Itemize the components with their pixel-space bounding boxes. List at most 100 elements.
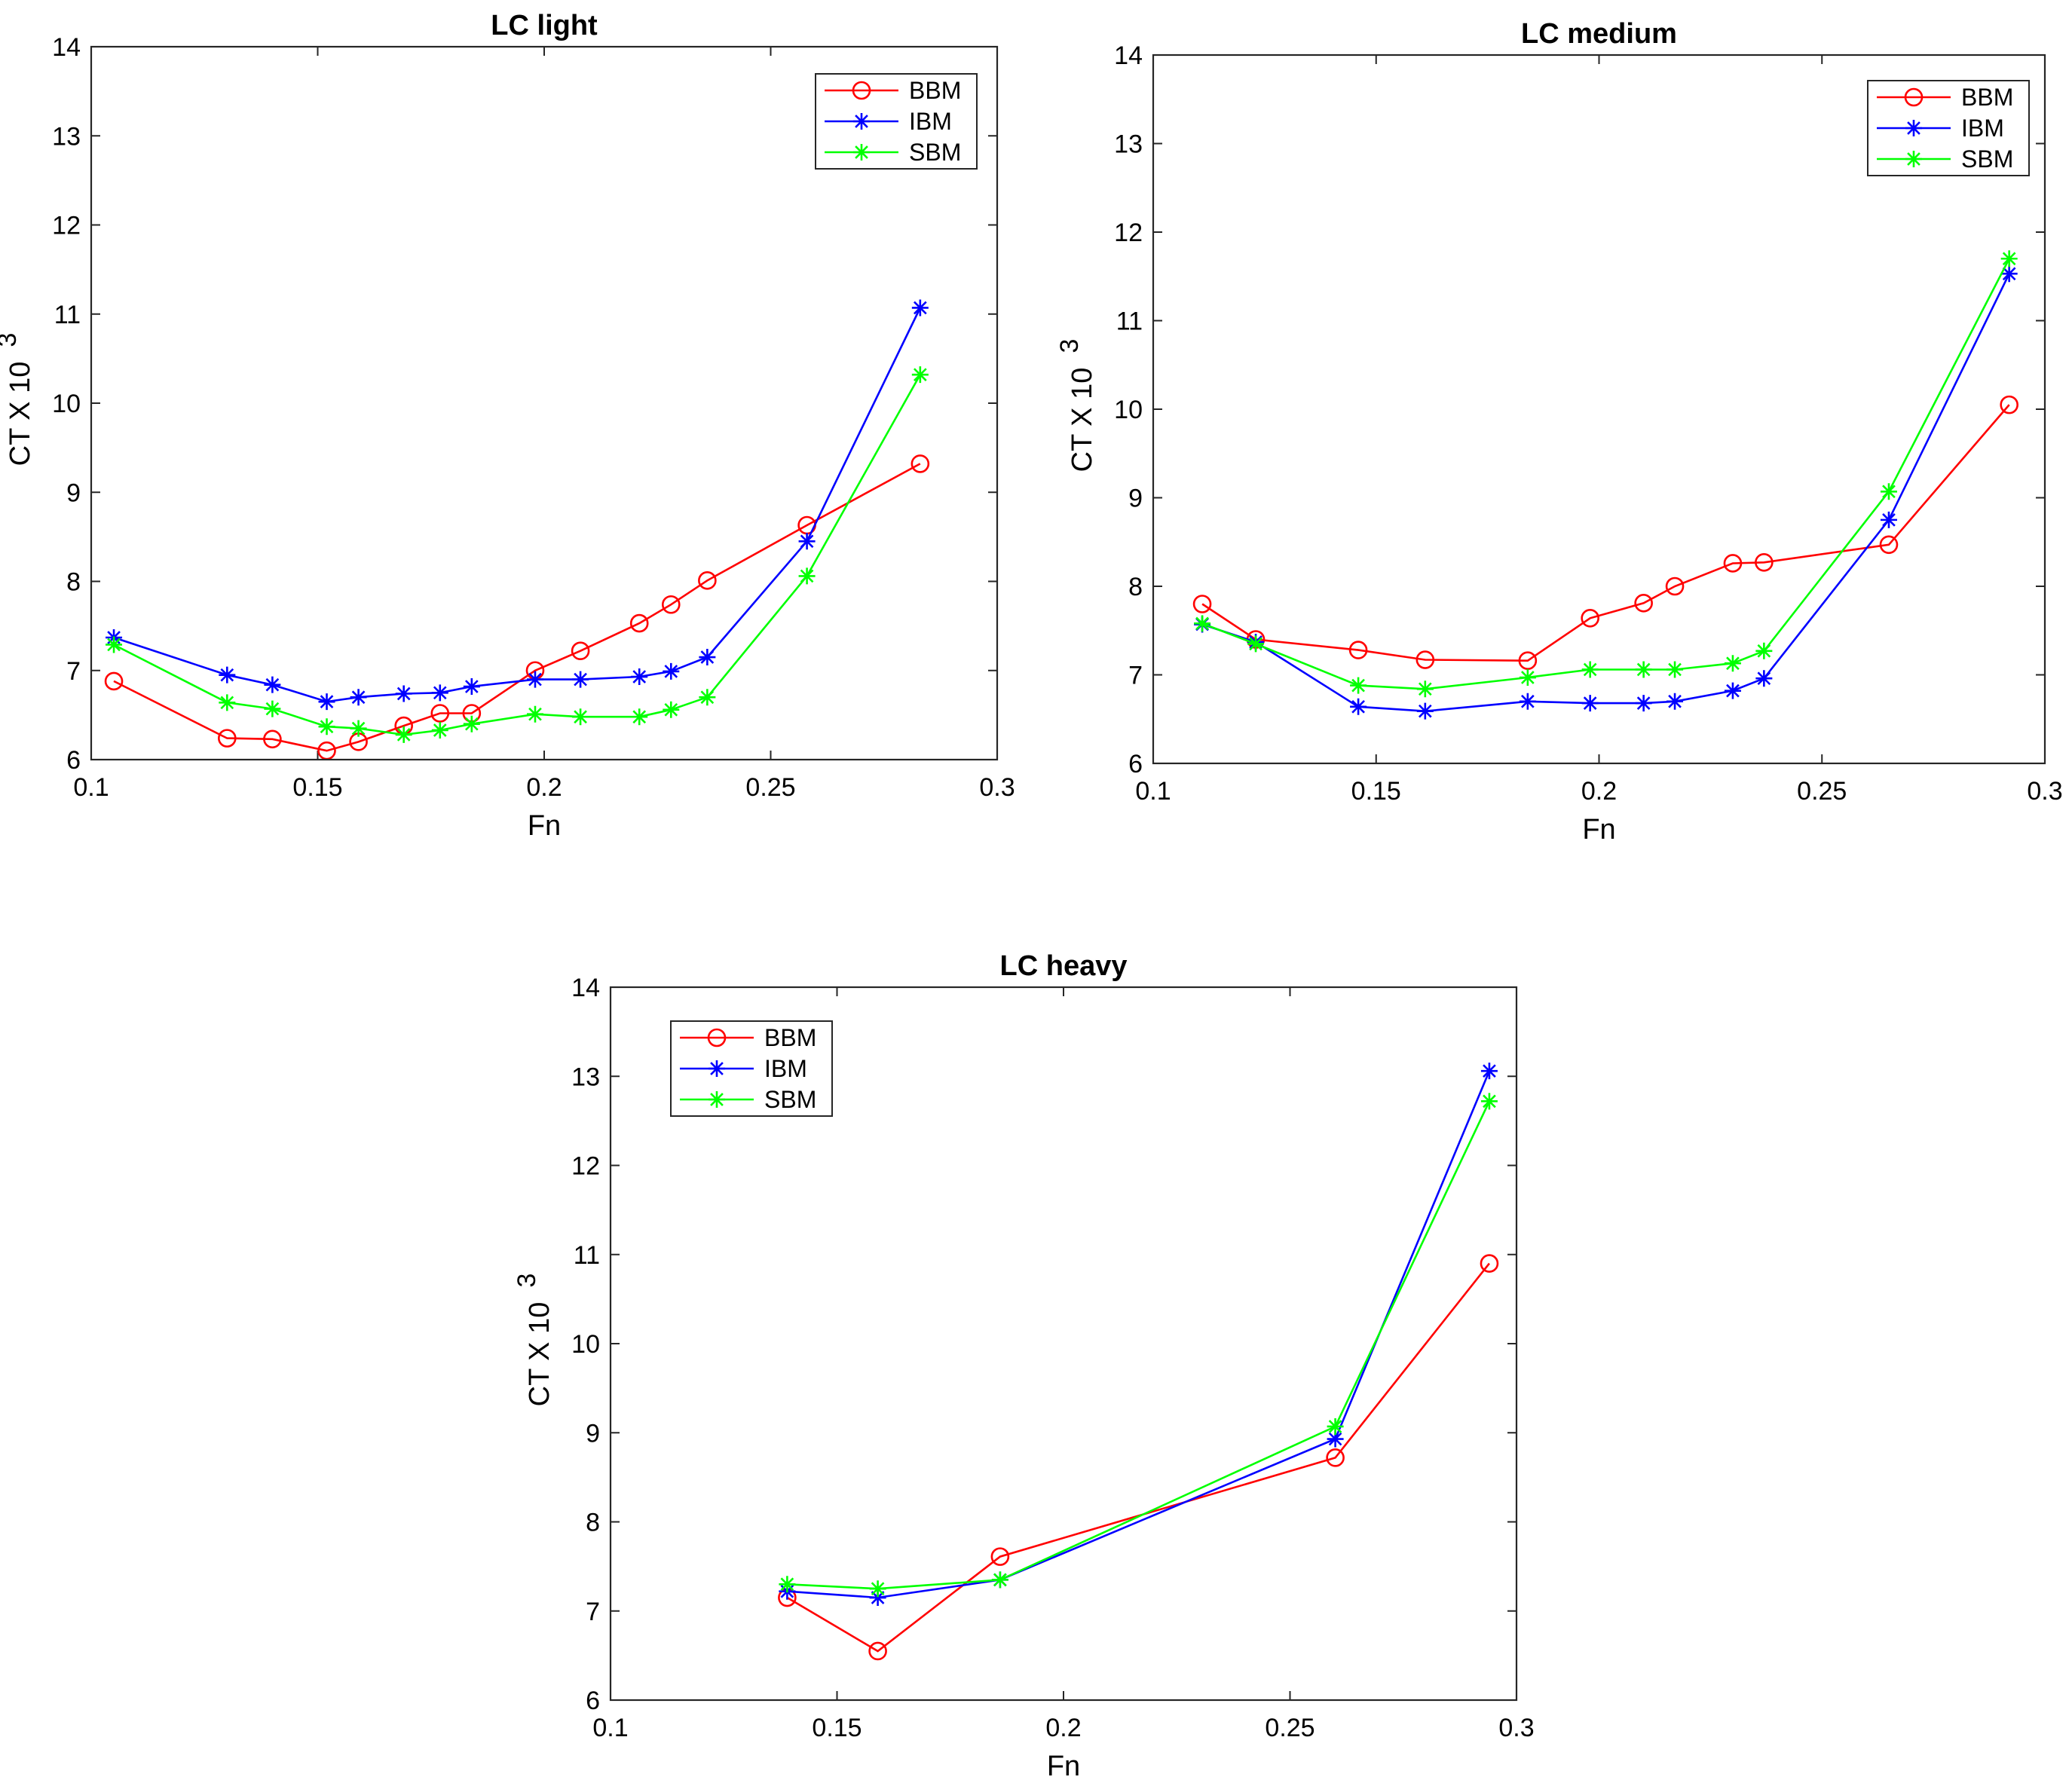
data-point-ibm: [1880, 511, 1897, 528]
legend: BBM IBM SBM: [815, 73, 978, 170]
series-line-ibm: [1201, 273, 2010, 713]
data-point-bbm: [1879, 535, 1899, 555]
data-point-bbm: [104, 671, 124, 691]
data-point-sbm: [264, 700, 281, 717]
legend-label: SBM: [909, 139, 961, 166]
data-point-bbm: [263, 729, 282, 749]
data-point-bbm: [2000, 395, 2018, 414]
legend-label: SBM: [1961, 145, 2013, 173]
y-axis-label: CT X 10 3: [513, 1274, 555, 1407]
y-tick-label: 10: [1114, 396, 1143, 424]
x-tick-label: 0.15: [292, 773, 342, 802]
data-point-sbm: [572, 708, 589, 726]
data-point-ibm: [2000, 265, 2018, 283]
legend: BBM IBM SBM: [670, 1020, 833, 1117]
data-point-sbm: [1880, 483, 1897, 500]
axis-ticks: 0.1 0.15 0.2 0.25 0.3 6 7 8 9 10 11 12 13 14: [52, 33, 1015, 802]
data-point-ibm: [631, 668, 648, 686]
data-point-sbm: [991, 1571, 1008, 1589]
chart-panel-lc-heavy: 0.1 0.15 0.2 0.25 0.3 6 7 8 9 10 11 12 13 14 LC heavy F…: [513, 950, 1535, 1782]
data-point-bbm: [1348, 641, 1368, 659]
data-point-sbm: [1755, 642, 1773, 659]
series-sbm: [779, 1093, 1498, 1598]
data-point-ibm: [663, 662, 680, 680]
data-point-ibm: [1755, 670, 1773, 687]
y-tick-label: 6: [1128, 750, 1143, 778]
data-point-bbm: [217, 729, 237, 748]
x-tick-label: 0.15: [812, 1714, 862, 1742]
y-tick-label: 12: [52, 212, 81, 240]
data-point-sbm: [1581, 661, 1599, 678]
data-point-ibm: [526, 671, 543, 688]
data-point-bbm: [1665, 576, 1685, 596]
axis-ticks: 0.1 0.15 0.2 0.25 0.3 6 7 8 9 10 11 12 13 14: [571, 974, 1534, 1742]
data-point-bbm: [698, 571, 717, 590]
y-tick-label: 9: [586, 1419, 600, 1448]
y-tick-label: 7: [586, 1598, 600, 1626]
data-point-sbm: [1724, 655, 1741, 672]
y-tick-label: 8: [586, 1509, 600, 1537]
data-point-ibm: [350, 689, 367, 706]
legend-marker: [852, 81, 871, 100]
x-tick-label: 0.3: [979, 773, 1015, 802]
chart-title: LC medium: [1521, 18, 1677, 50]
y-axis-label-text: CT X 10: [5, 362, 36, 466]
data-point-sbm: [663, 701, 680, 718]
legend-entry-bbm: BBM: [825, 77, 961, 104]
y-axis-label-exponent: 3: [513, 1274, 541, 1288]
data-point-bbm: [1326, 1448, 1345, 1467]
legend-label: IBM: [764, 1055, 807, 1082]
data-point-ibm: [911, 299, 929, 317]
y-tick-label: 9: [66, 479, 81, 507]
data-point-bbm: [1723, 554, 1743, 573]
x-axis-label: Fn: [528, 810, 561, 842]
series-line-bbm: [113, 463, 921, 752]
data-point-sbm: [911, 366, 929, 384]
legend-marker: [709, 1060, 725, 1077]
y-tick-label: 7: [66, 657, 81, 686]
legend-entry-sbm: SBM: [680, 1086, 816, 1113]
data-point-ibm: [798, 533, 816, 550]
data-point-ibm: [264, 676, 281, 693]
data-point-bbm: [868, 1641, 887, 1661]
legend-label: BBM: [909, 77, 961, 104]
y-tick-label: 14: [571, 974, 600, 1002]
data-point-sbm: [219, 694, 236, 711]
data-point-sbm: [431, 721, 448, 739]
data-point-sbm: [1350, 677, 1367, 694]
data-point-sbm: [526, 705, 543, 723]
data-point-bbm: [430, 704, 450, 723]
y-tick-label: 9: [1128, 485, 1143, 513]
x-tick-label: 0.25: [1265, 1714, 1315, 1742]
x-tick-label: 0.2: [1581, 777, 1617, 806]
data-point-sbm: [106, 636, 123, 653]
data-point-ibm: [1416, 702, 1434, 720]
legend-entry-sbm: SBM: [825, 139, 961, 166]
legend-entry-ibm: IBM: [1877, 115, 2004, 142]
y-tick-label: 10: [52, 390, 81, 418]
data-point-sbm: [779, 1576, 796, 1593]
y-tick-label: 6: [586, 1687, 600, 1715]
data-point-ibm: [1480, 1063, 1498, 1080]
legend-entry-bbm: BBM: [680, 1024, 816, 1051]
y-axis-label-exponent: 3: [1055, 339, 1084, 353]
data-point-sbm: [869, 1580, 886, 1598]
series-bbm: [778, 1254, 1499, 1661]
y-axis-label: CT X 10 3: [0, 333, 36, 466]
data-point-sbm: [350, 720, 367, 737]
data-point-sbm: [1416, 680, 1434, 698]
data-point-ibm: [431, 684, 448, 702]
data-point-bbm: [1581, 608, 1599, 628]
axes-frame: [1152, 54, 2046, 765]
series-sbm: [106, 366, 929, 743]
data-point-ibm: [395, 685, 412, 702]
legend-marker: [709, 1091, 725, 1108]
legend-marker: [853, 144, 870, 161]
data-point-sbm: [1480, 1093, 1498, 1110]
legend-label: IBM: [1961, 115, 2004, 142]
y-tick-label: 6: [66, 746, 81, 775]
data-point-bbm: [911, 454, 930, 473]
data-point-sbm: [1635, 661, 1652, 678]
data-point-bbm: [1518, 651, 1538, 671]
